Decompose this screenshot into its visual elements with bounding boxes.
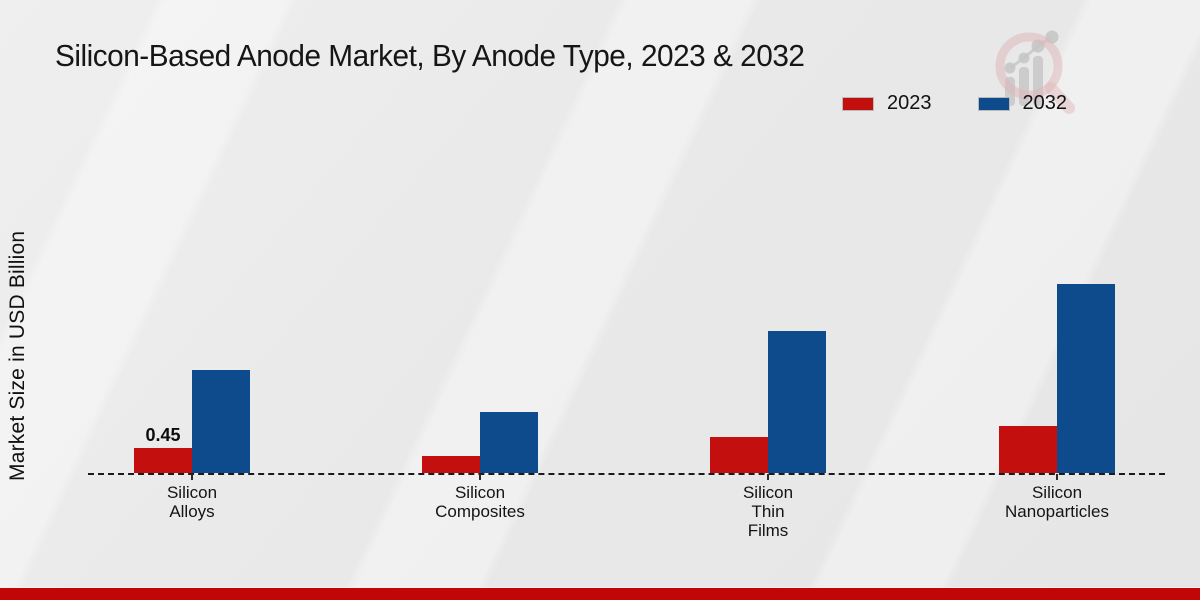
- bar-value-label: 0.45: [145, 425, 181, 445]
- bar-2023-silicon-nanoparticles: [999, 426, 1057, 473]
- magnifier-bar-chart-logo-icon: [995, 30, 1075, 114]
- legend-swatch-2023: [842, 96, 874, 111]
- x-axis-tick: [479, 474, 481, 480]
- legend: 2023 2032: [842, 92, 1067, 115]
- category-label-silicon-alloys: Silicon Alloys: [166, 483, 218, 521]
- x-axis-tick: [191, 474, 193, 480]
- bar-2023-silicon-composites: [422, 456, 480, 473]
- category-label-silicon-thin-films: Silicon Thin Films: [742, 483, 794, 540]
- legend-item-2023: 2023: [842, 92, 932, 115]
- bar-2032-silicon-thin-films: [768, 331, 826, 473]
- x-axis-tick: [1056, 474, 1058, 480]
- legend-label-2032: 2032: [1022, 92, 1068, 114]
- category-label-silicon-nanoparticles: Silicon Nanoparticles: [1005, 483, 1109, 521]
- footer-accent-bar: [0, 587, 1200, 600]
- legend-swatch-2032: [977, 96, 1010, 111]
- bar-2032-silicon-nanoparticles: [1057, 284, 1115, 473]
- x-axis-tick: [767, 474, 769, 480]
- x-axis-baseline: [88, 473, 1165, 475]
- bar-2032-silicon-composites: [480, 412, 538, 473]
- legend-label-2023: 2023: [887, 92, 932, 114]
- category-label-silicon-composites: Silicon Composites: [435, 483, 525, 521]
- bar-2032-silicon-alloys: [192, 370, 250, 473]
- legend-item-2032: 2032: [977, 92, 1068, 115]
- bar-2023-silicon-thin-films: [710, 437, 768, 473]
- bar-2023-silicon-alloys: [134, 448, 192, 473]
- chart-title: Silicon-Based Anode Market, By Anode Typ…: [55, 38, 805, 73]
